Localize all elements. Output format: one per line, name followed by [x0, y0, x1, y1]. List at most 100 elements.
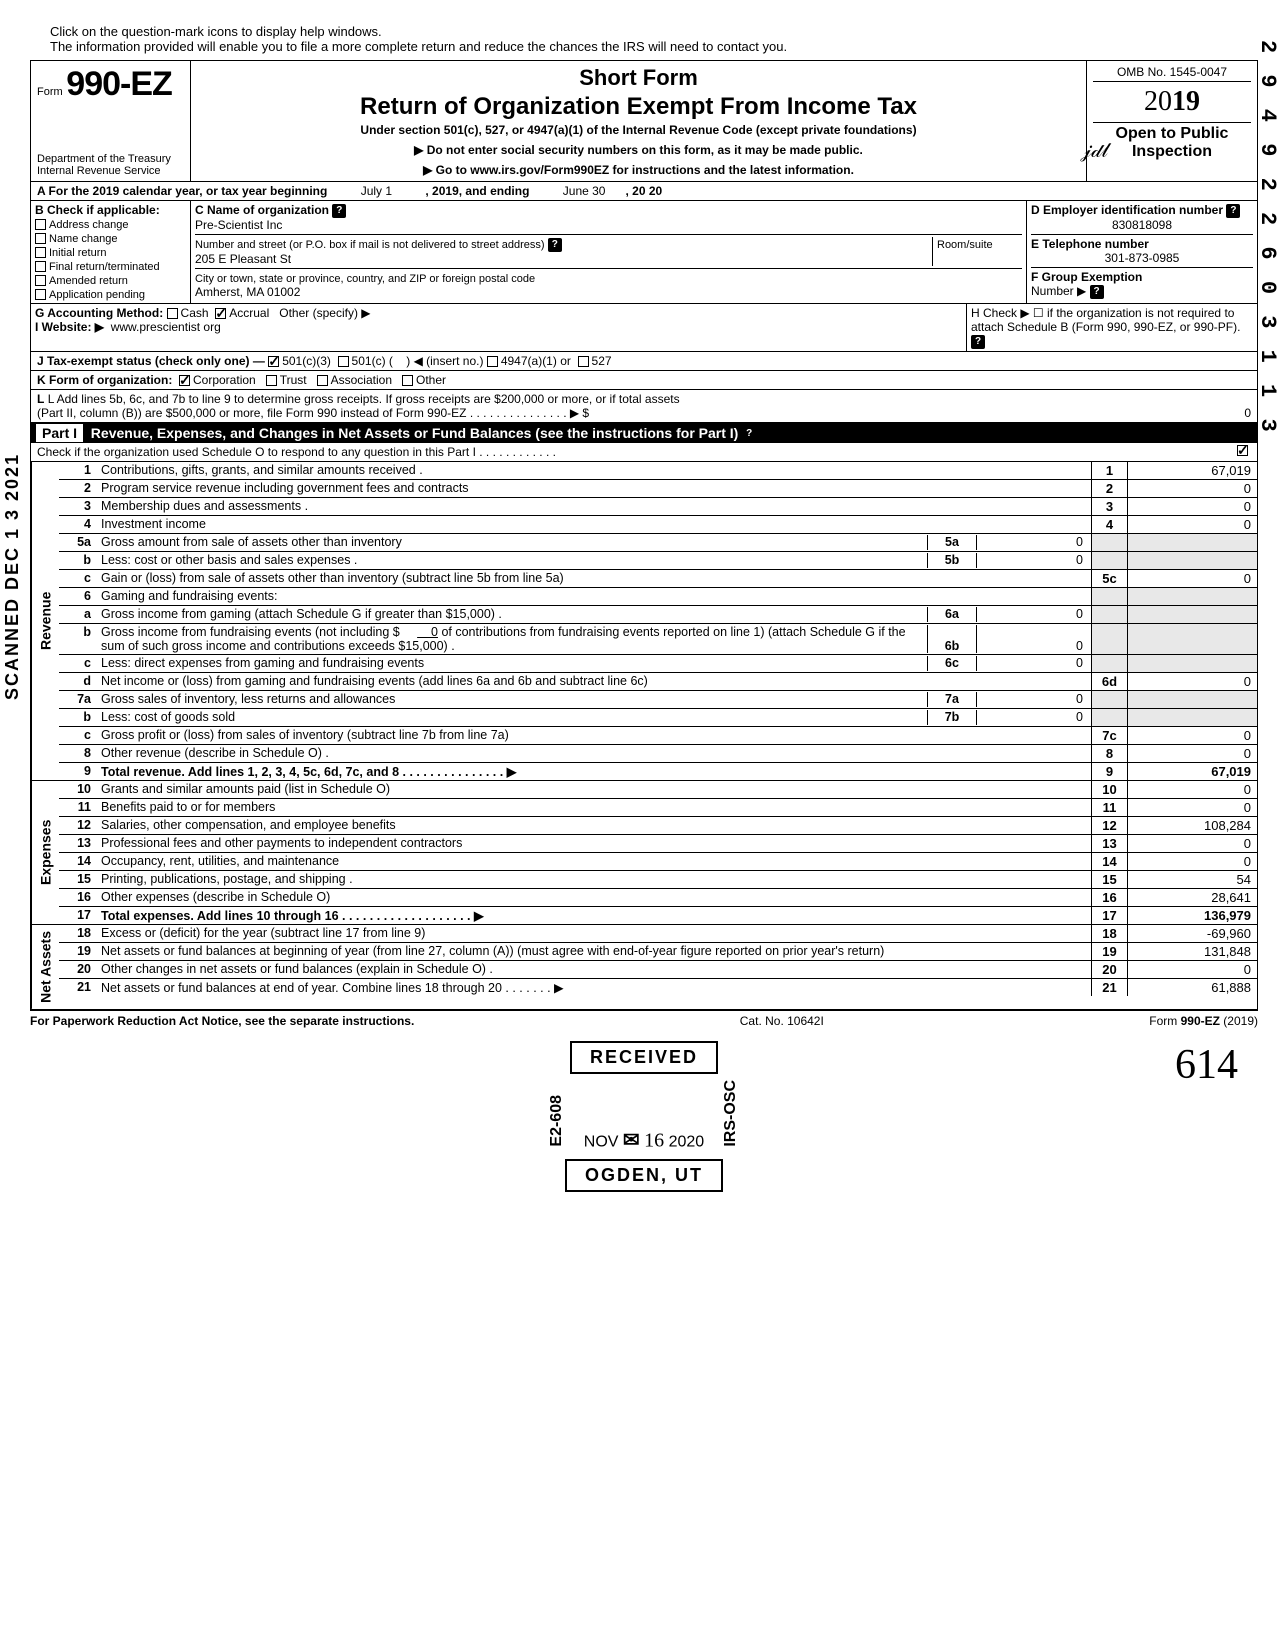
line-number: 17 — [63, 908, 101, 923]
label-cash: Cash — [181, 306, 209, 320]
subtitle: Under section 501(c), 527, or 4947(a)(1)… — [197, 123, 1080, 137]
line-number: 3 — [63, 499, 101, 514]
box-number: 17 — [1091, 907, 1127, 924]
checkbox-initial-return[interactable] — [35, 247, 46, 258]
line-l-text2: (Part II, column (B)) are $500,000 or mo… — [37, 406, 589, 420]
checkbox-final-return[interactable] — [35, 261, 46, 272]
line-c: cGross profit or (loss) from sales of in… — [59, 726, 1257, 744]
box-number: 1 — [1091, 462, 1127, 479]
amount-value: 0 — [1127, 727, 1257, 744]
label-527: 527 — [592, 354, 612, 368]
help-icon[interactable]: ? — [332, 204, 346, 218]
line-desc: Gross income from gaming (attach Schedul… — [101, 607, 927, 622]
shade-cell — [1091, 552, 1127, 569]
line-number: 11 — [63, 800, 101, 815]
line-number: d — [63, 674, 101, 689]
help-icon[interactable]: ? — [548, 238, 562, 252]
line-i-label: I Website: ▶ — [35, 320, 104, 334]
dept-treasury: Department of the Treasury — [37, 153, 171, 165]
subline-box: 5a — [927, 535, 977, 550]
line-desc: Other changes in net assets or fund bala… — [101, 962, 1087, 977]
form-header: Form 990-EZ Department of the Treasury I… — [30, 61, 1258, 182]
checkbox-4947[interactable] — [487, 356, 498, 367]
checkbox-corporation[interactable] — [179, 375, 190, 386]
line-desc: Less: direct expenses from gaming and fu… — [101, 656, 927, 671]
subline-box: 7b — [927, 710, 977, 725]
checkbox-name-change[interactable] — [35, 233, 46, 244]
checkbox-other-org[interactable] — [402, 375, 413, 386]
box-e-label: E Telephone number — [1031, 237, 1149, 251]
part1-header: Part I Revenue, Expenses, and Changes in… — [30, 423, 1258, 443]
box-number: 6d — [1091, 673, 1127, 690]
checkbox-501c[interactable] — [338, 356, 349, 367]
amount-value: 0 — [1127, 498, 1257, 515]
help-line1: Click on the question-mark icons to disp… — [50, 24, 382, 39]
checkbox-application-pending[interactable] — [35, 289, 46, 300]
line-d: dNet income or (loss) from gaming and fu… — [59, 672, 1257, 690]
line-desc: Less: cost or other basis and sales expe… — [101, 553, 927, 568]
box-number: 2 — [1091, 480, 1127, 497]
line-desc: Total expenses. Add lines 10 through 16 … — [101, 908, 1087, 923]
line-14: 14Occupancy, rent, utilities, and mainte… — [59, 852, 1257, 870]
netassets-label: Net Assets — [31, 925, 59, 1009]
checkbox-trust[interactable] — [266, 375, 277, 386]
form-number: 990-EZ — [66, 65, 172, 103]
line-desc: Gross sales of inventory, less returns a… — [101, 692, 927, 707]
checkbox-amended-return[interactable] — [35, 275, 46, 286]
netassets-section: Net Assets 18Excess or (deficit) for the… — [30, 925, 1258, 1010]
label-address-change: Address change — [49, 219, 129, 231]
help-line2: The information provided will enable you… — [50, 39, 787, 54]
line-desc: Other expenses (describe in Schedule O) — [101, 890, 1087, 905]
help-icon[interactable]: ? — [971, 335, 985, 349]
line-number: c — [63, 656, 101, 671]
help-icon[interactable]: ? — [742, 427, 756, 441]
irs-label: Internal Revenue Service — [37, 165, 161, 177]
amount-value: -69,960 — [1127, 925, 1257, 942]
checkbox-association[interactable] — [317, 375, 328, 386]
amount-value: 0 — [1127, 745, 1257, 762]
line-number: 7a — [63, 692, 101, 707]
line-7a: 7aGross sales of inventory, less returns… — [59, 690, 1257, 708]
label-name-change: Name change — [49, 233, 118, 245]
line-j-label: J Tax-exempt status (check only one) — — [37, 354, 265, 368]
line-desc: Grants and similar amounts paid (list in… — [101, 782, 1087, 797]
amount-value: 54 — [1127, 871, 1257, 888]
part1-title: Revenue, Expenses, and Changes in Net As… — [91, 425, 739, 441]
label-501c3: 501(c)(3) — [282, 354, 331, 368]
help-icon[interactable]: ? — [1090, 285, 1104, 299]
checkbox-schedule-o[interactable] — [1237, 445, 1248, 456]
checkbox-accrual[interactable] — [215, 308, 226, 319]
line-j: J Tax-exempt status (check only one) — 5… — [30, 352, 1258, 371]
shade-cell — [1091, 588, 1127, 605]
line-h-text: H Check ▶ ☐ if the organization is not r… — [971, 306, 1240, 334]
line-h: H Check ▶ ☐ if the organization is not r… — [967, 304, 1257, 351]
line-c: cLess: direct expenses from gaming and f… — [59, 654, 1257, 672]
checkbox-address-change[interactable] — [35, 219, 46, 230]
received-text: RECEIVED — [570, 1041, 718, 1074]
line-21: 21Net assets or fund balances at end of … — [59, 978, 1257, 996]
checkbox-cash[interactable] — [167, 308, 178, 319]
line-12: 12Salaries, other compensation, and empl… — [59, 816, 1257, 834]
line-3: 3Membership dues and assessments .30 — [59, 497, 1257, 515]
amount-value: 61,888 — [1127, 979, 1257, 996]
label-trust: Trust — [280, 373, 307, 387]
subline-value: 0 — [977, 535, 1087, 550]
box-number: 7c — [1091, 727, 1127, 744]
line-desc: Program service revenue including govern… — [101, 481, 1087, 496]
help-icon[interactable]: ? — [1226, 204, 1240, 218]
box-number: 8 — [1091, 745, 1127, 762]
footer-left: For Paperwork Reduction Act Notice, see … — [30, 1014, 414, 1028]
city-label: City or town, state or province, country… — [195, 273, 535, 285]
stamp-left: E2-608 — [548, 1095, 566, 1147]
stamp-right: IRS-OSC — [722, 1080, 740, 1147]
line-number: 18 — [63, 926, 101, 941]
checkbox-501c3[interactable] — [268, 356, 279, 367]
ssn-warning: ▶ Do not enter social security numbers o… — [197, 143, 1080, 157]
label-4947: 4947(a)(1) or — [501, 354, 571, 368]
label-accrual: Accrual — [229, 306, 269, 320]
line-desc: Occupancy, rent, utilities, and maintena… — [101, 854, 1087, 869]
line-l: L L Add lines 5b, 6c, and 7b to line 9 t… — [30, 390, 1258, 423]
checkbox-527[interactable] — [578, 356, 589, 367]
box-f-number: Number ▶ — [1031, 284, 1086, 298]
line-6: 6Gaming and fundraising events: — [59, 587, 1257, 605]
